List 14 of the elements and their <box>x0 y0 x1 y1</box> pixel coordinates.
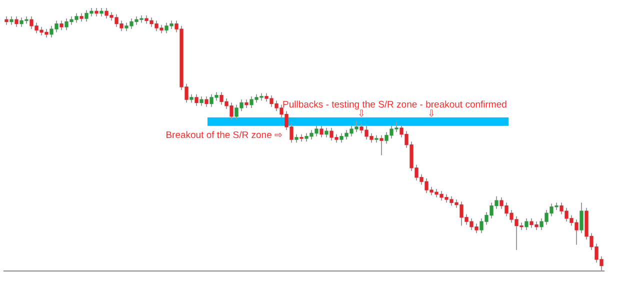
candlestick <box>204 96 208 108</box>
candlestick <box>580 202 584 234</box>
candlestick <box>60 20 64 31</box>
annotation: ⇩ <box>428 108 436 120</box>
candlestick <box>14 16 18 28</box>
candlestick <box>200 96 204 106</box>
annotation: ⇩ <box>358 108 366 120</box>
candlestick <box>524 218 528 230</box>
candlestick <box>320 125 324 138</box>
candlestick <box>324 127 328 138</box>
annotation: Pullbacks - testing the S/R zone - breakout confirmed <box>282 99 507 110</box>
candlestick <box>194 94 198 106</box>
annotation: Breakout of the S/R zone ⇨ <box>166 130 282 141</box>
candlestick <box>380 134 384 156</box>
